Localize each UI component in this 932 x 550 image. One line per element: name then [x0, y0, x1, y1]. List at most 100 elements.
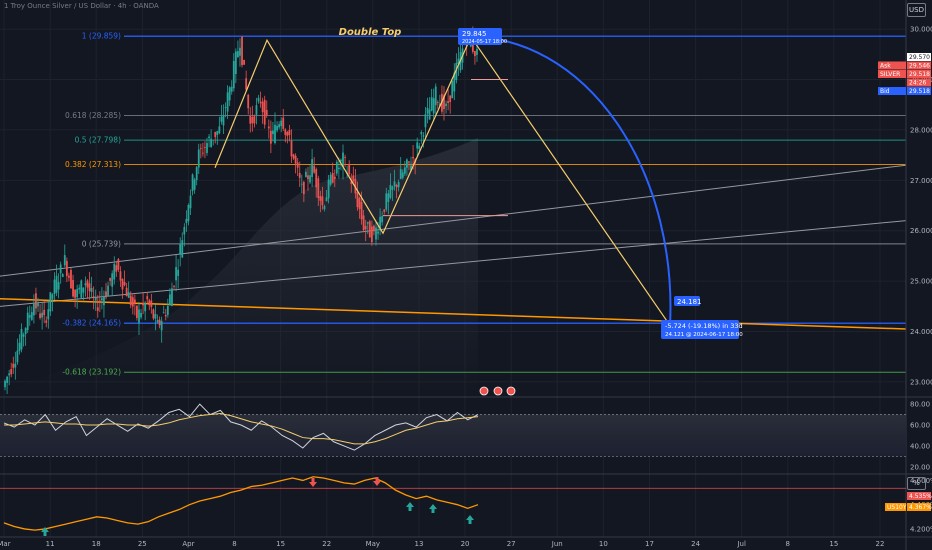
candle-body [197, 149, 200, 168]
candle-body [39, 313, 41, 319]
candle-body [74, 289, 76, 298]
percent-scale-button[interactable]: % [907, 477, 926, 490]
candle-body [222, 115, 225, 126]
yield-tag-bg [907, 503, 931, 511]
candle-body [55, 275, 58, 293]
candle-body [35, 293, 37, 309]
rsi-line [3, 403, 479, 451]
candle-body [403, 167, 406, 174]
candle-body [327, 179, 330, 199]
price-tag: 29.518 [909, 71, 930, 78]
candle-body [158, 319, 161, 326]
candle-body [90, 288, 93, 292]
candle-body [30, 312, 33, 320]
candle-body [28, 315, 31, 318]
time-tick-label: 11 [46, 540, 55, 548]
candle-body [32, 302, 35, 316]
time-tick-label: Mar [0, 540, 11, 548]
yield-tag-label-bg [885, 503, 906, 511]
yield-tick-label: 4.200% [910, 525, 932, 533]
price-tick-label: 24.000 [910, 328, 932, 336]
candle-body [366, 222, 369, 224]
projection-date: 24.121 @ 2024-06-17 18:00 [665, 332, 743, 338]
candle-body [298, 172, 301, 178]
peak-date: 2024-05-17 18:00 [462, 39, 507, 45]
candle-body [265, 110, 268, 116]
candle-body [391, 186, 394, 190]
buy-signal-arrow [41, 527, 49, 536]
candle-body [430, 97, 433, 111]
candle-body [113, 263, 116, 280]
candle-body [342, 152, 344, 168]
candle-body [436, 102, 439, 104]
candle-body [37, 303, 39, 307]
candle-body [146, 296, 149, 300]
fib-level-label: 0.618 (28.285) [65, 111, 121, 120]
candle-body [257, 97, 260, 102]
fib-level-label: 0 (25.739) [82, 239, 121, 248]
candle-body [201, 152, 204, 154]
candle-body [272, 130, 274, 135]
candle-body [274, 124, 276, 144]
candle-body [447, 101, 450, 103]
candle-body [98, 300, 101, 303]
candle-body [193, 179, 196, 190]
price-tick-label: 27.000 [910, 177, 932, 185]
candle-body [412, 156, 414, 159]
candle-body [129, 295, 132, 306]
time-tick-label: 20 [461, 540, 470, 548]
symbol-title: 1 Troy Ounce Silver / US Dollar · 4h · O… [4, 2, 159, 10]
candle-body [142, 302, 145, 306]
candle-body [373, 225, 375, 232]
event-marker [479, 386, 489, 396]
candle-body [401, 172, 404, 178]
price-tag-label-bg [878, 70, 906, 78]
fib-level-label: -0.382 (24.165) [62, 319, 121, 328]
buy-signal-arrow [406, 502, 414, 511]
candle-body [350, 181, 353, 184]
time-tick-label: 8 [786, 540, 790, 548]
candle-body [92, 296, 95, 298]
candle-body [317, 178, 320, 199]
candle-body [337, 167, 340, 170]
candle-body [311, 159, 313, 177]
candle-body [362, 215, 365, 231]
projection-arc [470, 35, 672, 326]
price-tick-label: 26.000 [910, 227, 932, 235]
candle-body [241, 36, 243, 66]
candle-body [166, 305, 169, 315]
candle-body [476, 48, 478, 55]
candle-body [428, 109, 431, 120]
candle-body [449, 95, 452, 102]
candle-body [234, 51, 237, 75]
candle-body [356, 192, 359, 208]
candle-body [397, 181, 400, 188]
candle-body [187, 204, 190, 222]
candle-body [57, 282, 60, 290]
candle-body [14, 363, 17, 368]
price-tag-label: SILVER [880, 71, 900, 78]
candle-body [422, 135, 425, 137]
candle-body [309, 175, 311, 183]
currency-button[interactable]: USD [907, 3, 926, 17]
target-tag-box [674, 296, 700, 306]
candle-body [253, 116, 256, 124]
candle-body [49, 292, 52, 312]
candle-body [360, 202, 363, 220]
price-tick-label: 23.000 [910, 378, 932, 386]
candle-body [319, 196, 322, 201]
candle-body [86, 280, 89, 288]
candle-body [131, 297, 134, 307]
time-tick-label: 17 [645, 540, 654, 548]
candle-body [119, 271, 122, 281]
sell-signal-arrow [309, 478, 317, 487]
candle-body [383, 209, 386, 212]
rsi-tick-label: 40.00 [910, 442, 930, 450]
time-tick-label: May [366, 540, 380, 548]
candle-body [185, 218, 188, 223]
candle-body [276, 125, 278, 131]
candle-body [269, 130, 272, 144]
rsi-band [0, 414, 906, 457]
candle-body [438, 103, 441, 107]
